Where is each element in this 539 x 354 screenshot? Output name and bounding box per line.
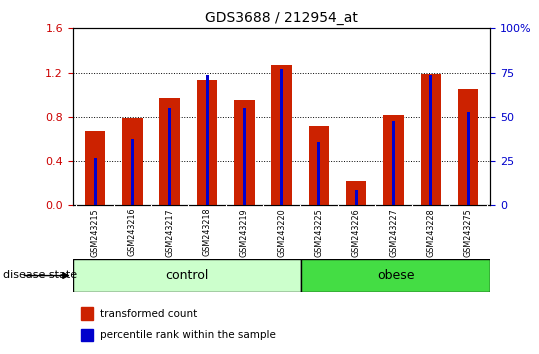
- Bar: [301, 259, 490, 292]
- Text: percentile rank within the sample: percentile rank within the sample: [100, 330, 276, 340]
- Text: GSM243215: GSM243215: [91, 208, 100, 257]
- Bar: [197, 80, 217, 205]
- Bar: [160, 98, 180, 205]
- Text: GSM243220: GSM243220: [277, 208, 286, 257]
- Bar: [309, 126, 329, 205]
- Bar: [280, 69, 283, 205]
- Bar: [317, 142, 320, 205]
- Text: GSM243216: GSM243216: [128, 208, 137, 257]
- Text: GSM243219: GSM243219: [240, 208, 249, 257]
- Bar: [73, 259, 301, 292]
- Text: GSM243225: GSM243225: [314, 208, 323, 257]
- Bar: [81, 329, 93, 341]
- Text: GSM243227: GSM243227: [389, 208, 398, 257]
- Text: disease state: disease state: [3, 270, 77, 280]
- Text: transformed count: transformed count: [100, 309, 197, 319]
- Text: control: control: [165, 269, 209, 282]
- Text: GSM243226: GSM243226: [352, 208, 361, 257]
- Text: GSM243275: GSM243275: [464, 208, 473, 257]
- Text: GSM243228: GSM243228: [426, 208, 436, 257]
- Bar: [420, 74, 441, 205]
- Text: GSM243218: GSM243218: [203, 208, 211, 257]
- Bar: [94, 158, 96, 205]
- Bar: [271, 65, 292, 205]
- Bar: [205, 75, 209, 205]
- Bar: [346, 181, 367, 205]
- Bar: [131, 139, 134, 205]
- Text: GSM243217: GSM243217: [165, 208, 174, 257]
- Bar: [383, 115, 404, 205]
- Bar: [243, 108, 246, 205]
- Bar: [234, 100, 254, 205]
- Bar: [430, 75, 432, 205]
- Bar: [392, 121, 395, 205]
- Bar: [355, 190, 358, 205]
- Bar: [168, 108, 171, 205]
- Bar: [81, 307, 93, 320]
- Text: obese: obese: [377, 269, 414, 282]
- Bar: [85, 131, 106, 205]
- Bar: [458, 89, 479, 205]
- Bar: [467, 113, 469, 205]
- Title: GDS3688 / 212954_at: GDS3688 / 212954_at: [205, 11, 358, 24]
- Bar: [122, 118, 143, 205]
